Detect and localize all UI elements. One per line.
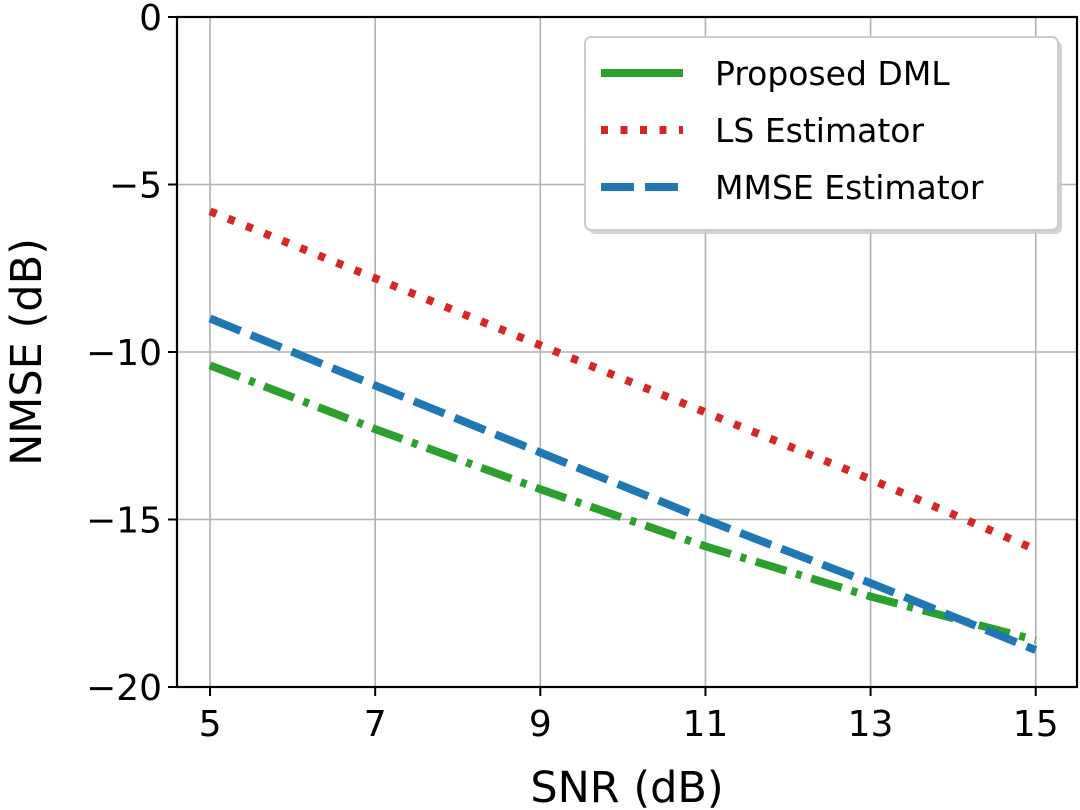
series-lines: [208, 207, 1038, 654]
series-line-proposed-dml: [208, 361, 1037, 644]
x-tick-label: 13: [848, 704, 894, 745]
x-tick-label: 11: [683, 704, 729, 745]
legend-label: Proposed DML: [715, 54, 950, 93]
x-tick-label: 9: [529, 704, 552, 745]
y-axis-label: NMSE (dB): [2, 238, 52, 466]
legend: Proposed DML LS Estimator MMSE Estimator: [584, 36, 1062, 234]
x-tick-label: 5: [199, 704, 222, 745]
legend-box: [584, 36, 1059, 231]
y-tick-label: −20: [86, 668, 162, 709]
axis-ticks: 5 7 9 11 13 15 0 −5 −10 −15 −20: [86, 0, 1059, 745]
legend-label: LS Estimator: [715, 111, 924, 150]
series-line-ls-estimator: [208, 207, 1038, 554]
legend-label: MMSE Estimator: [715, 168, 984, 207]
x-tick-label: 7: [364, 704, 387, 745]
x-axis-label: SNR (dB): [530, 763, 723, 810]
y-tick-label: −15: [86, 501, 162, 542]
y-tick-label: −5: [109, 166, 162, 207]
y-tick-label: −10: [86, 333, 162, 374]
x-tick-label: 15: [1013, 704, 1059, 745]
y-tick-label: 0: [139, 0, 162, 39]
series-line-mmse-estimator: [208, 314, 1038, 654]
